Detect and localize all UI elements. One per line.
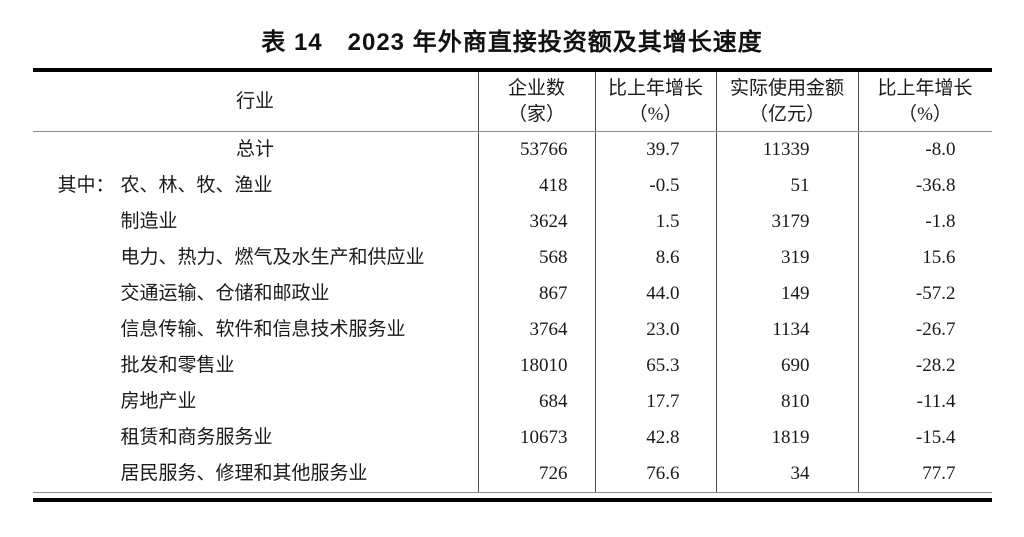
industry-label: 电力、热力、燃气及水生产和供应业 bbox=[120, 247, 425, 268]
enterprises-cell: 3764 bbox=[479, 312, 596, 348]
table-row-total: 总计 53766 39.7 11339 -8.0 bbox=[33, 132, 992, 168]
enterprises-cell: 867 bbox=[479, 276, 596, 312]
row-prefix: 其中： bbox=[57, 175, 115, 196]
col-header-enterprises: 企业数 （家） bbox=[479, 72, 596, 131]
enterprises-cell: 18010 bbox=[479, 348, 596, 384]
industry-cell: 交通运输、仓储和邮政业 bbox=[33, 276, 479, 312]
col-header-label: 实际使用金额 bbox=[729, 77, 844, 99]
growth-enterprises-cell: 76.6 bbox=[596, 456, 717, 492]
col-header-unit: （%） bbox=[898, 103, 952, 125]
industry-cell: 总计 bbox=[33, 132, 479, 168]
growth-amount-cell: 77.7 bbox=[922, 463, 956, 484]
amount-cell: 690 bbox=[717, 348, 859, 384]
growth-amount-cell: -26.7 bbox=[915, 319, 956, 340]
enterprises-cell: 3624 bbox=[479, 204, 596, 240]
table-row: 居民服务、修理和其他服务业 726 76.6 34 77.7 bbox=[33, 456, 992, 492]
industry-cell: 电力、热力、燃气及水生产和供应业 bbox=[33, 240, 479, 276]
page-title: 表 14 2023 年外商直接投资额及其增长速度 bbox=[261, 29, 763, 56]
industry-cell: 信息传输、软件和信息技术服务业 bbox=[33, 312, 479, 348]
table-row: 房地产业 684 17.7 810 -11.4 bbox=[33, 384, 992, 420]
table-bottom-rule bbox=[32, 498, 992, 502]
growth-amount-cell: -11.4 bbox=[916, 391, 956, 412]
industry-cell: 制造业 bbox=[33, 204, 479, 240]
amount-cell: 34 bbox=[717, 456, 859, 492]
growth-amount-cell: -15.4 bbox=[915, 427, 956, 448]
amount-cell: 810 bbox=[717, 384, 859, 420]
amount-cell: 51 bbox=[717, 168, 859, 204]
growth-amount-cell: -8.0 bbox=[925, 139, 956, 160]
industry-label: 交通运输、仓储和邮政业 bbox=[120, 283, 330, 304]
enterprises-cell: 568 bbox=[479, 240, 596, 276]
enterprises-cell: 10673 bbox=[479, 420, 596, 456]
growth-amount-cell: -57.2 bbox=[915, 283, 956, 304]
col-header-amount: 实际使用金额 （亿元） bbox=[717, 72, 859, 131]
enterprises-cell: 53766 bbox=[479, 132, 596, 168]
col-header-label: 比上年增长 bbox=[877, 77, 973, 99]
growth-enterprises-cell: 42.8 bbox=[596, 420, 717, 456]
industry-label: 租赁和商务服务业 bbox=[120, 427, 273, 448]
amount-cell: 319 bbox=[717, 240, 859, 276]
table-row: 批发和零售业 18010 65.3 690 -28.2 bbox=[33, 348, 992, 384]
amount-cell: 3179 bbox=[717, 204, 859, 240]
amount-cell: 149 bbox=[717, 276, 859, 312]
table-row: 制造业 3624 1.5 3179 -1.8 bbox=[33, 204, 992, 240]
growth-enterprises-cell: 8.6 bbox=[596, 240, 717, 276]
growth-enterprises-cell: 39.7 bbox=[596, 132, 717, 168]
amount-cell: 1819 bbox=[717, 420, 859, 456]
fdi-table: 行业 企业数 （家） 比上年增长 （%） 实际使用金额 （亿元） 比上年增长 （… bbox=[32, 68, 992, 502]
industry-cell: 批发和零售业 bbox=[33, 348, 479, 384]
industry-label: 制造业 bbox=[120, 211, 178, 232]
table-header-row: 行业 企业数 （家） 比上年增长 （%） 实际使用金额 （亿元） 比上年增长 （… bbox=[32, 72, 992, 132]
col-header-label: 企业数 bbox=[507, 77, 565, 99]
growth-enterprises-cell: -0.5 bbox=[596, 168, 717, 204]
industry-label: 信息传输、软件和信息技术服务业 bbox=[120, 319, 406, 340]
col-header-growth-amount: 比上年增长 （%） bbox=[859, 72, 992, 131]
table-body: 总计 53766 39.7 11339 -8.0 其中： 农、林、牧、渔业 418… bbox=[32, 132, 992, 493]
table-row: 电力、热力、燃气及水生产和供应业 568 8.6 319 15.6 bbox=[33, 240, 992, 276]
industry-label: 农、林、牧、渔业 bbox=[120, 175, 273, 196]
table-row: 租赁和商务服务业 10673 42.8 1819 -15.4 bbox=[33, 420, 992, 456]
table-row: 交通运输、仓储和邮政业 867 44.0 149 -57.2 bbox=[33, 276, 992, 312]
growth-amount-cell: -36.8 bbox=[915, 175, 956, 196]
industry-label: 批发和零售业 bbox=[120, 355, 235, 376]
enterprises-cell: 726 bbox=[479, 456, 596, 492]
enterprises-cell: 418 bbox=[479, 168, 596, 204]
col-header-unit: （%） bbox=[628, 103, 683, 125]
growth-enterprises-cell: 17.7 bbox=[596, 384, 717, 420]
growth-enterprises-cell: 23.0 bbox=[596, 312, 717, 348]
col-header-label: 比上年增长 bbox=[607, 77, 703, 99]
table-row: 信息传输、软件和信息技术服务业 3764 23.0 1134 -26.7 bbox=[33, 312, 992, 348]
col-header-growth-enterprises: 比上年增长 （%） bbox=[596, 72, 717, 131]
col-header-unit: （亿元） bbox=[748, 103, 825, 125]
growth-amount-cell: 15.6 bbox=[922, 247, 956, 268]
industry-label: 居民服务、修理和其他服务业 bbox=[120, 463, 368, 484]
industry-label: 房地产业 bbox=[120, 391, 197, 412]
enterprises-cell: 684 bbox=[479, 384, 596, 420]
growth-amount-cell: -1.8 bbox=[925, 211, 956, 232]
col-header-industry: 行业 bbox=[33, 72, 479, 131]
industry-cell: 居民服务、修理和其他服务业 bbox=[33, 456, 479, 492]
growth-enterprises-cell: 44.0 bbox=[596, 276, 717, 312]
industry-cell: 其中： 农、林、牧、渔业 bbox=[33, 168, 479, 204]
amount-cell: 1134 bbox=[717, 312, 859, 348]
industry-cell: 租赁和商务服务业 bbox=[33, 420, 479, 456]
growth-amount-cell: -28.2 bbox=[915, 355, 956, 376]
amount-cell: 11339 bbox=[717, 132, 859, 168]
growth-enterprises-cell: 65.3 bbox=[596, 348, 717, 384]
table-row: 其中： 农、林、牧、渔业 418 -0.5 51 -36.8 bbox=[33, 168, 992, 204]
growth-enterprises-cell: 1.5 bbox=[596, 204, 717, 240]
industry-cell: 房地产业 bbox=[33, 384, 479, 420]
col-header-label: 行业 bbox=[235, 90, 274, 112]
col-header-unit: （家） bbox=[507, 103, 565, 125]
